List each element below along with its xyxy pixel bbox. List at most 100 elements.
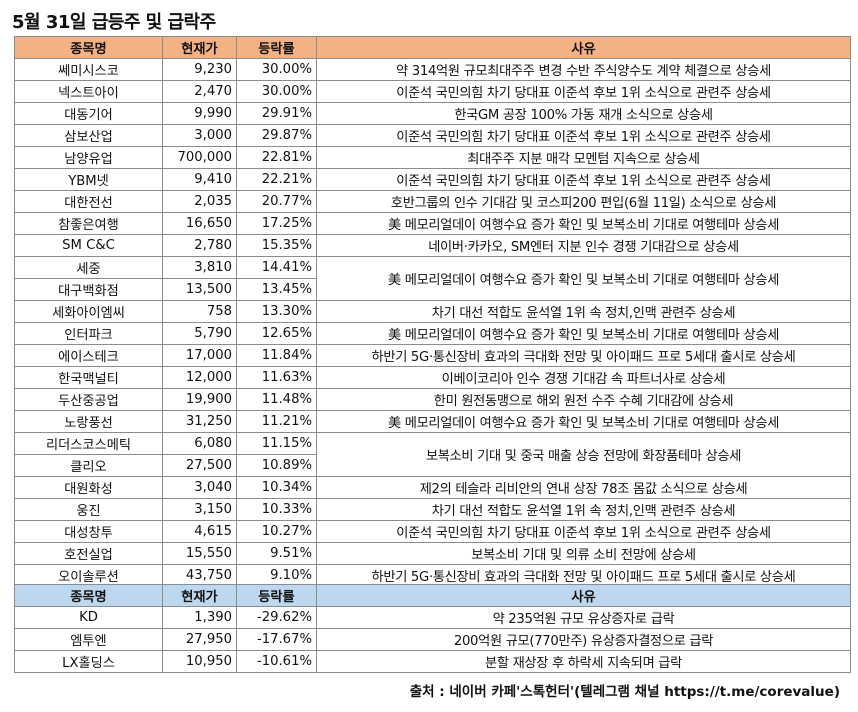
reason-cell: 호반그룹의 인수 기대감 및 코스피200 편입(6월 11일) 소식으로 상승…	[316, 190, 851, 213]
rising-stock-row: YBM넷 9,410 22.21% 이준석 국민의힘 차기 당대표 이준석 후보 1위…	[14, 168, 851, 191]
change-rate-cell: 12.65%	[236, 322, 317, 345]
reason-cell: 제2의 테슬라 리비안의 연내 상장 78조 몸값 소식으로 상승세	[316, 476, 851, 499]
column-header-reason: 사유	[316, 36, 851, 59]
reason-cell: 이준석 국민의힘 차기 당대표 이준석 후보 1위 소식으로 관련주 상승세	[316, 520, 851, 543]
stock-name-cell: SM C&C	[14, 234, 163, 257]
price-cell: 27,500	[162, 454, 237, 477]
rising-header-row: 종목명 현재가 등락률 사유	[14, 36, 851, 59]
falling-stock-row: 엠투엔 27,950 -17.67% 200억원 규모(770만주) 유상증자결정으로…	[14, 628, 851, 651]
change-rate-cell: 10.27%	[236, 520, 317, 543]
stock-name-cell: 클리오	[14, 454, 163, 477]
reason-cell: 이준석 국민의힘 차기 당대표 이준석 후보 1위 소식으로 관련주 상승세	[316, 124, 851, 147]
price-cell: 758	[162, 300, 237, 323]
reason-cell: 美 메모리얼데이 여행수요 증가 확인 및 보복소비 기대로 여행테마 상승세	[316, 410, 851, 433]
price-cell: 12,000	[162, 366, 237, 389]
reason-cell: 美 메모리얼데이 여행수요 증가 확인 및 보복소비 기대로 여행테마 상승세	[316, 212, 851, 235]
change-rate-cell: 11.15%	[236, 432, 317, 455]
stock-name-cell: 노랑풍선	[14, 410, 163, 433]
change-rate-cell: -10.61%	[236, 650, 317, 673]
stock-name-cell: 넥스트아이	[14, 80, 163, 103]
falling-stock-row: LX홀딩스 10,950 -10.61% 분할 재상장 후 하락세 지속되며 급락	[14, 650, 851, 673]
falling-header-row: 종목명 현재가 등락률 사유	[14, 584, 851, 607]
price-cell: 31,250	[162, 410, 237, 433]
rising-stocks-table: 종목명 현재가 등락률 사유 쎄미시스코 9,230 30.00% 약 314억원 규…	[14, 36, 851, 587]
price-cell: 9,230	[162, 58, 237, 81]
reason-cell: 네이버·카카오, SM엔터 지분 인수 경쟁 기대감으로 상승세	[316, 234, 851, 257]
reason-cell: 200억원 규모(770만주) 유상증자결정으로 급락	[316, 628, 851, 651]
change-rate-cell: 10.89%	[236, 454, 317, 477]
stock-name-cell: 세중	[14, 256, 163, 279]
column-header-rate: 등락률	[236, 36, 317, 59]
stock-name-cell: 세화아이엠씨	[14, 300, 163, 323]
stock-name-cell: 대원화성	[14, 476, 163, 499]
change-rate-cell: 22.21%	[236, 168, 317, 191]
rising-stock-row: 클리오 27,500 10.89%	[14, 454, 851, 477]
change-rate-cell: 15.35%	[236, 234, 317, 257]
change-rate-cell: 11.21%	[236, 410, 317, 433]
rising-stock-row: 대성창투 4,615 10.27% 이준석 국민의힘 차기 당대표 이준석 후보 1위…	[14, 520, 851, 543]
change-rate-cell: -29.62%	[236, 606, 317, 629]
source-note: 출처 : 네이버 카페'스톡헌터'(텔레그램 채널 https://t.me/c…	[409, 684, 840, 700]
price-cell: 10,950	[162, 650, 237, 673]
stock-name-cell: 참좋은여행	[14, 212, 163, 235]
price-cell: 4,615	[162, 520, 237, 543]
stock-name-cell: 쎄미시스코	[14, 58, 163, 81]
column-header-price: 현재가	[162, 36, 237, 59]
reason-cell: 이준석 국민의힘 차기 당대표 이준석 후보 1위 소식으로 관련주 상승세	[316, 168, 851, 191]
change-rate-cell: 13.30%	[236, 300, 317, 323]
rising-stock-row: 오이솔루션 43,750 9.10% 하반기 5G·통신장비 효과의 극대화 전망 및…	[14, 564, 851, 587]
price-cell: 17,000	[162, 344, 237, 367]
reason-cell: 분할 재상장 후 하락세 지속되며 급락	[316, 650, 851, 673]
change-rate-cell: 14.41%	[236, 256, 317, 279]
price-cell: 9,990	[162, 102, 237, 125]
stock-name-cell: 대성창투	[14, 520, 163, 543]
price-cell: 2,780	[162, 234, 237, 257]
rising-stock-row: 대원화성 3,040 10.34% 제2의 테슬라 리비안의 연내 상장 78조 몸값…	[14, 476, 851, 499]
reason-cell: 이준석 국민의힘 차기 당대표 이준석 후보 1위 소식으로 관련주 상승세	[316, 80, 851, 103]
stock-name-cell: KD	[14, 606, 163, 629]
stock-name-cell: YBM넷	[14, 168, 163, 191]
price-cell: 9,410	[162, 168, 237, 191]
stock-name-cell: 리더스코스메틱	[14, 432, 163, 455]
reason-cell: 약 314억원 규모최대주주 변경 수반 주식양수도 계약 체결으로 상승세	[316, 58, 851, 81]
rising-stock-row: 남양유업 700,000 22.81% 최대주주 지분 매각 모멘텀 지속으로 상승세	[14, 146, 851, 169]
column-header-price: 현재가	[162, 584, 237, 607]
rising-stock-row: 두산중공업 19,900 11.48% 한미 원전동맹으로 해외 원전 수주 수혜 기…	[14, 388, 851, 411]
rising-stock-row: 웅진 3,150 10.33% 차기 대선 적합도 윤석열 1위 속 정치,인맥 관련…	[14, 498, 851, 521]
price-cell: 1,390	[162, 606, 237, 629]
stock-name-cell: 엠투엔	[14, 628, 163, 651]
price-cell: 6,080	[162, 432, 237, 455]
change-rate-cell: 30.00%	[236, 58, 317, 81]
change-rate-cell: 22.81%	[236, 146, 317, 169]
stock-name-cell: 삼보산업	[14, 124, 163, 147]
price-cell: 19,900	[162, 388, 237, 411]
rising-stock-row: 대한전선 2,035 20.77% 호반그룹의 인수 기대감 및 코스피200 편입(…	[14, 190, 851, 213]
stock-name-cell: 인터파크	[14, 322, 163, 345]
reason-cell: 이베이코리아 인수 경쟁 기대감 속 파트너사로 상승세	[316, 366, 851, 389]
price-cell: 2,470	[162, 80, 237, 103]
rising-stock-row: 대동기어 9,990 29.91% 한국GM 공장 100% 가동 재개 소식으로 상…	[14, 102, 851, 125]
change-rate-cell: 11.84%	[236, 344, 317, 367]
change-rate-cell: 11.48%	[236, 388, 317, 411]
stock-name-cell: 호전실업	[14, 542, 163, 565]
rising-stock-row: 노랑풍선 31,250 11.21% 美 메모리얼데이 여행수요 증가 확인 및 보복…	[14, 410, 851, 433]
reason-cell: 한미 원전동맹으로 해외 원전 수주 수혜 기대감에 상승세	[316, 388, 851, 411]
page-title: 5월 31일 급등주 및 급락주	[12, 12, 216, 33]
stock-name-cell: 대한전선	[14, 190, 163, 213]
change-rate-cell: 9.51%	[236, 542, 317, 565]
price-cell: 5,790	[162, 322, 237, 345]
rising-stock-row: 에이스테크 17,000 11.84% 하반기 5G·통신장비 효과의 극대화 전망 …	[14, 344, 851, 367]
change-rate-cell: 30.00%	[236, 80, 317, 103]
price-cell: 3,000	[162, 124, 237, 147]
rising-stock-row: SM C&C 2,780 15.35% 네이버·카카오, SM엔터 지분 인수 경쟁 …	[14, 234, 851, 257]
rising-stock-row: 호전실업 15,550 9.51% 보복소비 기대 및 의류 소비 전망에 상승세	[14, 542, 851, 565]
change-rate-cell: 10.34%	[236, 476, 317, 499]
change-rate-cell: 17.25%	[236, 212, 317, 235]
reason-cell: 보복소비 기대 및 의류 소비 전망에 상승세	[316, 542, 851, 565]
price-cell: 27,950	[162, 628, 237, 651]
price-cell: 16,650	[162, 212, 237, 235]
reason-cell: 美 메모리얼데이 여행수요 증가 확인 및 보복소비 기대로 여행테마 상승세	[316, 322, 851, 345]
rising-stock-row: 넥스트아이 2,470 30.00% 이준석 국민의힘 차기 당대표 이준석 후보 1…	[14, 80, 851, 103]
reason-cell: 한국GM 공장 100% 가동 재개 소식으로 상승세	[316, 102, 851, 125]
price-cell: 3,040	[162, 476, 237, 499]
